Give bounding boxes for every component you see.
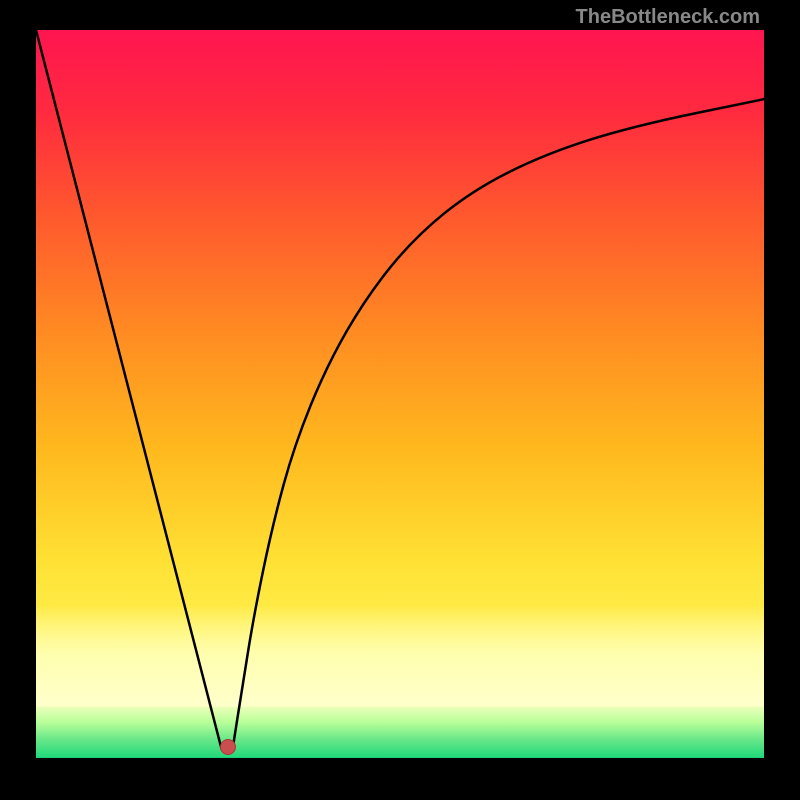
watermark-text: TheBottleneck.com <box>576 6 760 29</box>
bottleneck-curve <box>36 30 764 749</box>
chart-container: TheBottleneck.com <box>0 0 800 800</box>
curve-layer <box>36 30 764 758</box>
optimum-marker <box>220 739 236 755</box>
plot-area <box>36 30 764 758</box>
